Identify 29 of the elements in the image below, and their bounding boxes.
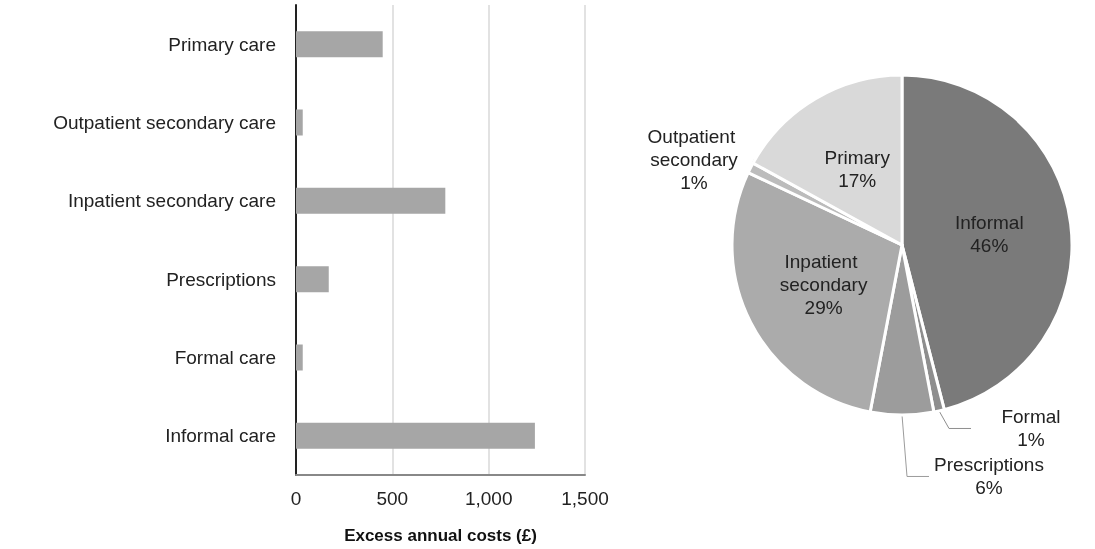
slice-label: Prescriptions [934, 454, 1044, 476]
bar [296, 109, 303, 136]
x-tick-label: 1,000 [464, 488, 513, 509]
x-tick-label: 1,500 [561, 488, 609, 509]
legend-label: Formal [1001, 406, 1061, 428]
data-label: 46% [970, 234, 1009, 256]
y-tick-label: Inpatient secondary care [67, 190, 276, 212]
y-tick-label: Primary care [168, 33, 276, 55]
y-tick-label: Outpatient secondary care [53, 112, 276, 133]
x-tick-label: 500 [376, 488, 409, 509]
data-label: 29% [804, 297, 843, 319]
bar [296, 422, 535, 449]
bar [296, 266, 329, 293]
data-label: 17% [838, 170, 877, 192]
data-label: 1% [680, 172, 708, 194]
y-tick-label: Prescriptions [166, 268, 276, 290]
data-label: 6% [975, 477, 1003, 499]
bar [296, 187, 446, 214]
bar [296, 344, 303, 371]
y-tick-label: Informal care [165, 425, 276, 447]
data-label: 1% [1017, 429, 1045, 451]
slice-label: Informal [954, 211, 1024, 233]
x-tick-label: 0 [290, 488, 302, 509]
slice-label: Inpatient secondary [779, 251, 868, 296]
bar [296, 31, 383, 58]
slice-label: Outpatient secondary [647, 126, 741, 171]
x-axis-title: Excess annual costs (£) [344, 526, 537, 545]
y-tick-label: Formal care [174, 347, 276, 368]
slice-label: Primary [824, 147, 891, 169]
